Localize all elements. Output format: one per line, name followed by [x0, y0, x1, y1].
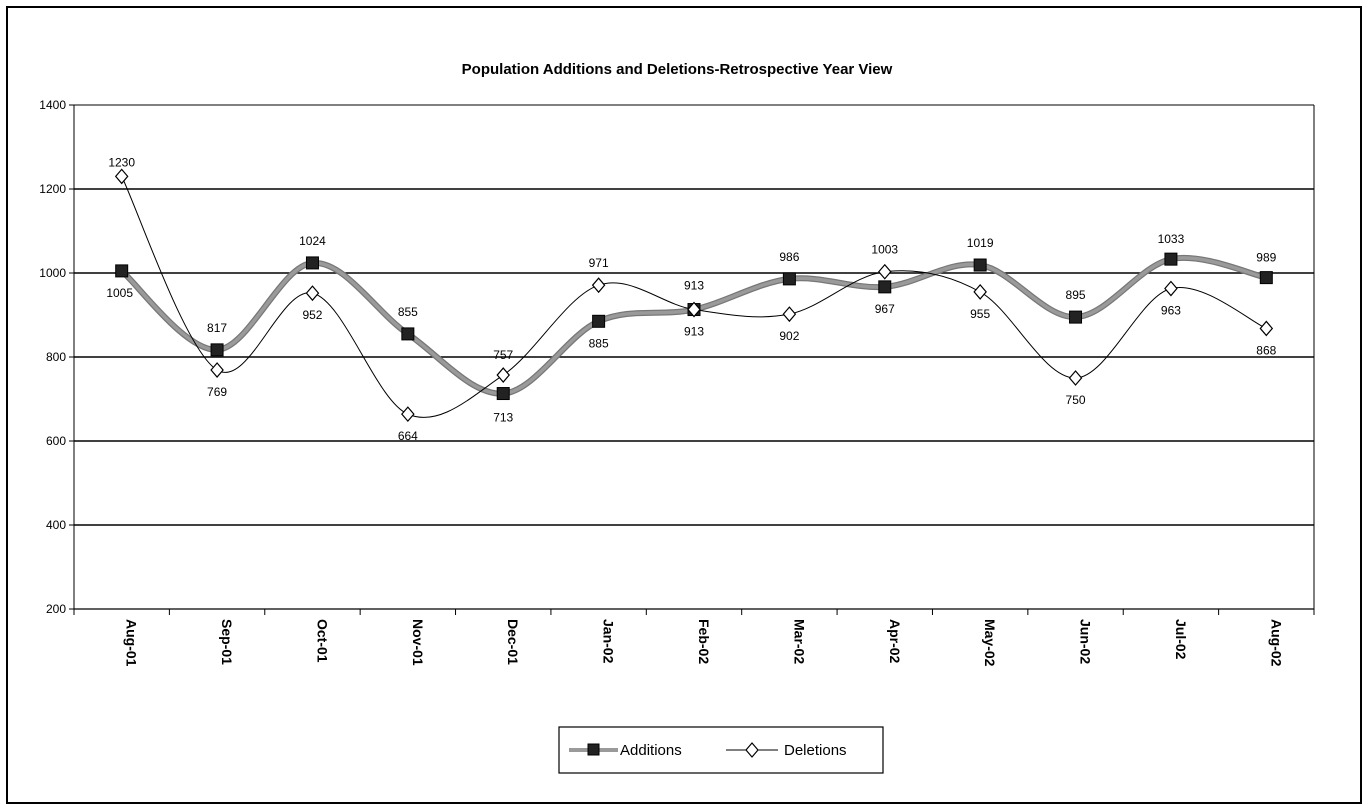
- deletions-point: [591, 277, 606, 294]
- legend: Additions Deletions: [558, 726, 884, 774]
- series-layer: [114, 168, 1274, 423]
- additions-data-label: 913: [684, 279, 704, 293]
- additions-point: [973, 258, 987, 272]
- deletions-data-label: 750: [1066, 393, 1086, 407]
- deletions-point: [877, 263, 892, 280]
- y-tick-label: 1400: [39, 98, 66, 112]
- deletions-point: [973, 283, 987, 300]
- additions-data-label: 986: [779, 250, 799, 264]
- deletions-data-label: 757: [493, 348, 513, 362]
- additions-data-label: 1024: [299, 234, 326, 248]
- additions-point: [305, 256, 319, 270]
- x-tick-label: May-02: [982, 619, 998, 667]
- deletions-point: [401, 406, 415, 423]
- legend-deletions-label: Deletions: [784, 742, 847, 759]
- additions-data-label: 1019: [967, 236, 994, 250]
- additions-point: [1164, 252, 1178, 266]
- y-tick-label: 200: [46, 602, 66, 616]
- deletions-data-label: 952: [302, 308, 322, 322]
- line-chart: 200 400 600 800 1000 1200 1400 Aug-01 Sep-01 Oct-…: [39, 61, 1315, 774]
- additions-point: [496, 387, 510, 401]
- deletions-point: [305, 285, 320, 302]
- axes: 200 400 600 800 1000 1200 1400 Aug-01 Sep-01 Oct-…: [39, 98, 1315, 667]
- y-tick-label: 1200: [39, 182, 66, 196]
- additions-data-label: 989: [1256, 251, 1276, 265]
- x-tick-label: Nov-01: [410, 619, 426, 666]
- additions-point: [115, 264, 129, 278]
- additions-data-label: 895: [1066, 288, 1086, 302]
- deletions-data-label: 664: [398, 429, 418, 443]
- legend-additions-marker: [587, 743, 600, 756]
- x-tick-label: Aug-02: [1268, 619, 1284, 667]
- deletions-data-label: 1230: [108, 155, 135, 169]
- additions-point: [1069, 310, 1083, 324]
- additions-data-label: 855: [398, 305, 418, 319]
- deletions-point: [1259, 320, 1274, 337]
- additions-point: [782, 272, 796, 286]
- deletions-data-label: 971: [589, 256, 609, 270]
- chart-title: Population Additions and Deletions-Retro…: [462, 61, 893, 78]
- deletions-data-label: 769: [207, 385, 227, 399]
- additions-data-label: 885: [589, 336, 609, 350]
- deletions-line: [121, 176, 1267, 418]
- deletions-point: [687, 301, 701, 318]
- additions-data-label: 967: [875, 302, 895, 316]
- y-tick-label: 400: [46, 518, 66, 532]
- deletions-point: [210, 362, 224, 378]
- deletions-point: [1164, 280, 1178, 297]
- additions-data-label: 817: [207, 321, 227, 335]
- x-tick-label: Jan-02: [601, 619, 617, 664]
- additions-point: [878, 280, 892, 294]
- deletions-data-label: 868: [1256, 343, 1276, 357]
- deletions-data-label: 902: [779, 329, 799, 343]
- legend-deletions-marker: [745, 742, 759, 758]
- additions-data-label: 713: [493, 411, 513, 425]
- data-labels: 1005 817 1024 855 713 885 913 986 967 1019 895 1033…: [106, 155, 1276, 443]
- deletions-point: [114, 168, 129, 185]
- deletions-data-label: 1003: [871, 243, 898, 257]
- legend-additions-label: Additions: [620, 742, 682, 759]
- x-tick-label: Jul-02: [1173, 619, 1189, 660]
- y-tick-label: 800: [46, 350, 66, 364]
- deletions-point: [782, 306, 797, 323]
- x-tick-label: Mar-02: [791, 619, 807, 664]
- x-tick-label: Jun-02: [1078, 619, 1094, 664]
- x-tick-label: Dec-01: [505, 619, 521, 665]
- x-tick-label: Feb-02: [696, 619, 712, 664]
- additions-point: [592, 314, 606, 328]
- additions-data-label: 1033: [1158, 232, 1185, 246]
- additions-point: [1259, 271, 1273, 285]
- x-tick-label: Oct-01: [314, 619, 330, 663]
- additions-point: [401, 327, 415, 341]
- deletions-data-label: 963: [1161, 304, 1181, 318]
- y-tick-label: 1000: [39, 266, 66, 280]
- chart-frame: 200 400 600 800 1000 1200 1400 Aug-01 Sep-01 Oct-…: [6, 6, 1362, 804]
- additions-point: [210, 343, 224, 357]
- deletions-point: [496, 367, 511, 383]
- deletions-data-label: 913: [684, 325, 704, 339]
- x-tick-label: Sep-01: [219, 619, 235, 665]
- deletions-data-label: 955: [970, 307, 990, 321]
- x-tick-label: Aug-01: [124, 619, 140, 667]
- deletions-point: [1068, 370, 1083, 386]
- additions-data-label: 1005: [106, 286, 133, 300]
- x-tick-label: Apr-02: [887, 619, 903, 664]
- gridlines: [74, 104, 1314, 526]
- y-tick-label: 600: [46, 434, 66, 448]
